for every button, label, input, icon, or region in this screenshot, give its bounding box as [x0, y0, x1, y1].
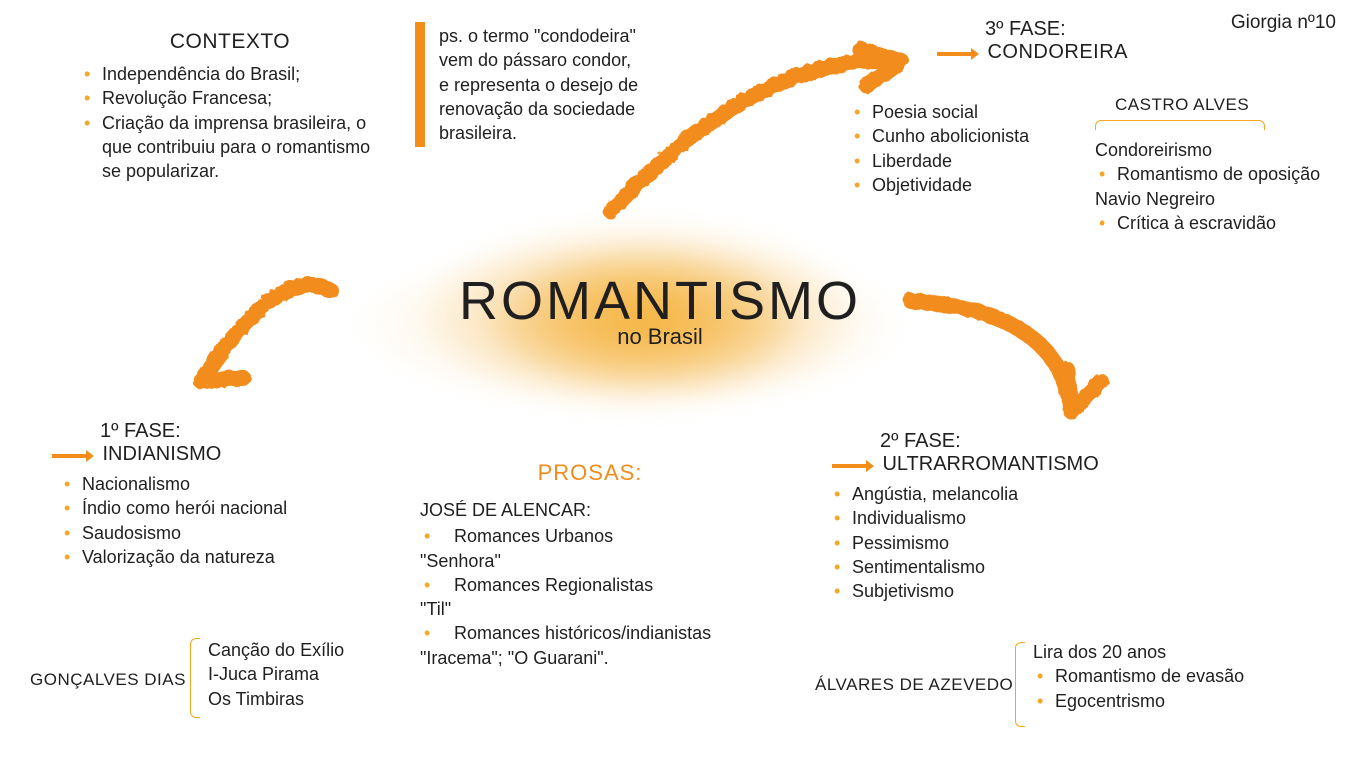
fase1-work: Canção do Exílio: [208, 638, 344, 662]
list-item: Revolução Francesa;: [80, 86, 380, 110]
list-item: Índio como herói nacional: [60, 496, 400, 520]
list-item: Angústia, melancolia: [830, 482, 1170, 506]
credit: Giorgia nº10: [1231, 12, 1336, 34]
fase1-title1: 1º FASE:: [100, 420, 400, 443]
fase2-w2: Egocentrismo: [1033, 689, 1333, 713]
list-item: Saudosismo: [60, 521, 400, 545]
fase3-w2: Navio Negreiro: [1095, 187, 1345, 211]
list-item: Romances Regionalistas: [420, 573, 760, 597]
fase2-title1: 2º FASE:: [880, 430, 1170, 453]
fase3-w2-sub: Crítica à escravidão: [1095, 211, 1345, 235]
fase3-title1: 3º FASE:: [985, 18, 1185, 41]
list-item: Valorização da natureza: [60, 545, 400, 569]
fase3-w1-sub: Romantismo de oposição: [1095, 162, 1345, 186]
list-item: Independência do Brasil;: [80, 62, 380, 86]
list-item: Romances Urbanos: [420, 524, 760, 548]
fase2-title2: ULTRARROMANTISMO: [882, 453, 1098, 475]
fase3-title-row: CONDOREIRA: [935, 41, 1185, 64]
contexto-title: CONTEXTO: [80, 30, 380, 54]
fase3-w1: Condoreirismo: [1095, 138, 1345, 162]
fase1-title2: INDIANISMO: [102, 443, 221, 465]
list-item: Liberdade: [850, 149, 1080, 173]
list-item: Objetividade: [850, 173, 1080, 197]
prosas-block: PROSAS: JOSÉ DE ALENCAR: Romances Urbano…: [420, 460, 760, 670]
prosas-author: JOSÉ DE ALENCAR:: [420, 498, 760, 522]
fase2-works: Lira dos 20 anos Romantismo de evasão Eg…: [1033, 640, 1333, 713]
fase3-author: CASTRO ALVES: [1115, 95, 1249, 115]
list-item: Criação da imprensa brasileira, o que co…: [80, 111, 380, 184]
ps-note: ps. o termo "condodeira" vem do pássaro …: [415, 22, 645, 147]
fase2-block: 2º FASE: ULTRARROMANTISMO Angústia, mela…: [830, 430, 1170, 603]
fase1-work: Os Timbiras: [208, 687, 344, 711]
main-title: ROMANTISMO: [450, 270, 870, 332]
prosas-title: PROSAS:: [420, 460, 760, 486]
list-item: Cunho abolicionista: [850, 124, 1080, 148]
arrow-right-icon: [50, 447, 94, 465]
fase3-items: Poesia socialCunho abolicionistaLiberdad…: [850, 100, 1080, 197]
prosa-line: "Iracema"; "O Guarani".: [420, 646, 760, 670]
list-item: Nacionalismo: [60, 472, 400, 496]
fase3-works: Condoreirismo Romantismo de oposição Nav…: [1095, 138, 1345, 235]
fase2-w1-sub: Romantismo de evasão: [1033, 664, 1333, 688]
arrow-right-icon: [935, 45, 979, 63]
fase3-title2: CONDOREIRA: [987, 41, 1128, 63]
brace-icon: [1095, 120, 1265, 130]
contexto-list: Independência do Brasil;Revolução France…: [80, 62, 380, 183]
list-item: Sentimentalismo: [830, 555, 1170, 579]
prosa-line: "Senhora": [420, 549, 760, 573]
center-title: ROMANTISMO no Brasil: [450, 270, 870, 350]
prosas-lines: Romances Urbanos"Senhora"Romances Region…: [420, 524, 760, 670]
fase1-author: GONÇALVES DIAS: [30, 670, 186, 690]
contexto-block: CONTEXTO Independência do Brasil;Revoluç…: [80, 30, 380, 183]
fase2-author: ÁLVARES DE AZEVEDO: [815, 675, 1013, 695]
list-item: Poesia social: [850, 100, 1080, 124]
list-item: Individualismo: [830, 506, 1170, 530]
arrow-right-icon: [830, 457, 874, 475]
list-item: Pessimismo: [830, 531, 1170, 555]
brace-icon: [1015, 642, 1025, 727]
list-item: Subjetivismo: [830, 579, 1170, 603]
fase1-title-row: INDIANISMO: [50, 443, 400, 466]
list-item: Romances históricos/indianistas: [420, 621, 760, 645]
brace-icon: [190, 638, 200, 718]
fase1-block: 1º FASE: INDIANISMO NacionalismoÍndio co…: [80, 420, 400, 569]
fase1-works: Canção do Exílio I-Juca Pirama Os Timbir…: [208, 638, 344, 711]
prosa-line: "Til": [420, 597, 760, 621]
fase2-title-row: ULTRARROMANTISMO: [830, 453, 1170, 476]
fase2-w1: Lira dos 20 anos: [1033, 640, 1333, 664]
fase3-block: 3º FASE: CONDOREIRA: [935, 18, 1185, 64]
fase1-work: I-Juca Pirama: [208, 662, 344, 686]
